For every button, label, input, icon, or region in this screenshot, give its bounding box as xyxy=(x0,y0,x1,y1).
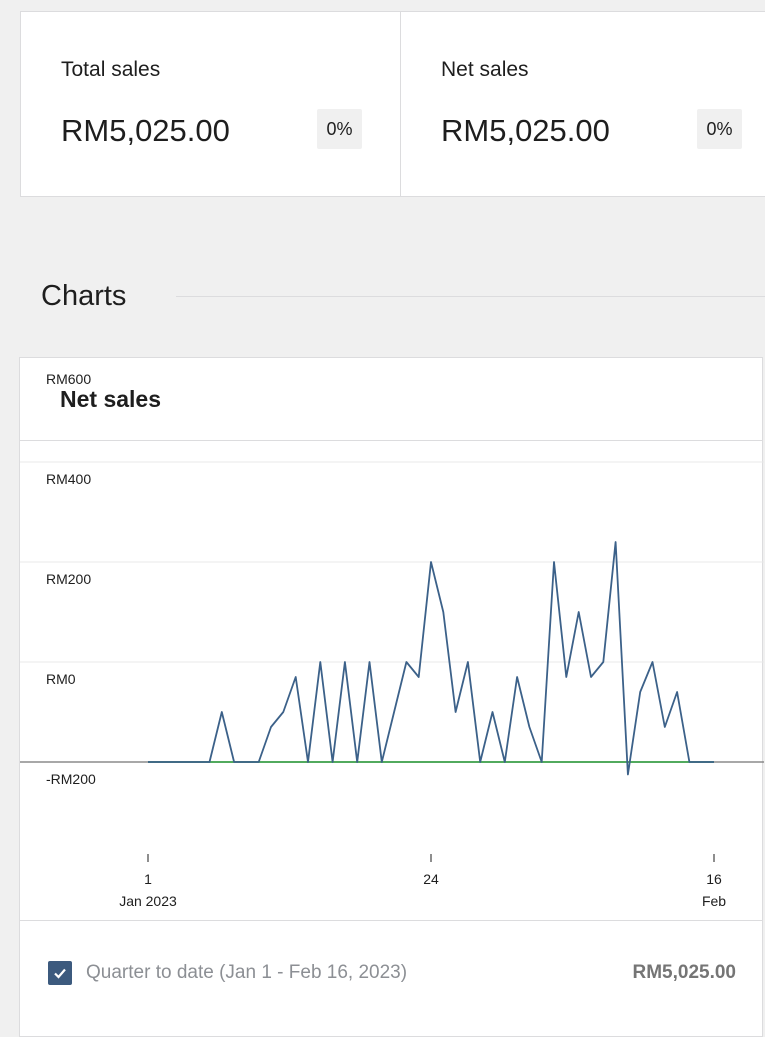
x-tick-sublabel: Jan 2023 xyxy=(119,893,177,909)
tile-net-sales[interactable]: Net sales RM5,025.00 0% xyxy=(400,12,765,196)
y-tick-label: RM200 xyxy=(46,571,91,587)
tile-value: RM5,025.00 xyxy=(441,113,610,148)
chart-legend: Quarter to date (Jan 1 - Feb 16, 2023) R… xyxy=(48,958,736,988)
section-divider xyxy=(176,296,765,297)
tile-label: Total sales xyxy=(61,58,161,81)
y-tick-label: RM400 xyxy=(46,471,91,487)
tile-label: Net sales xyxy=(441,58,529,81)
summary-tiles: Total sales RM5,025.00 0% Net sales RM5,… xyxy=(20,11,765,197)
legend-label: Quarter to date (Jan 1 - Feb 16, 2023) xyxy=(86,962,408,983)
card-footer-divider xyxy=(20,920,762,921)
y-tick-label: RM600 xyxy=(46,371,91,387)
card-header-divider xyxy=(20,440,762,441)
checkmark-icon xyxy=(54,968,66,979)
legend-total: RM5,025.00 xyxy=(632,962,736,983)
delta-badge: 0% xyxy=(697,109,742,149)
x-tick-label: 1 xyxy=(144,871,152,887)
chart-card: Net sales RM600 RM400 RM200 RM0 -RM200 1 Jan 2… xyxy=(19,357,764,1037)
y-tick-label: -RM200 xyxy=(46,771,96,787)
chart-title: Net sales xyxy=(60,386,162,412)
delta-badge: 0% xyxy=(317,109,362,149)
x-tick-label: 24 xyxy=(423,871,439,887)
x-tick-label: 16 xyxy=(706,871,722,887)
y-tick-label: RM0 xyxy=(46,671,76,687)
legend-checkbox[interactable] xyxy=(48,961,72,985)
net-sales-series-line xyxy=(148,541,714,776)
tile-total-sales[interactable]: Total sales RM5,025.00 0% xyxy=(21,12,400,196)
net-sales-chart: RM600 RM400 RM200 RM0 -RM200 1 Jan 2023 24 16 Feb xyxy=(20,371,764,909)
tile-value: RM5,025.00 xyxy=(61,113,230,148)
section-title: Charts xyxy=(41,280,127,312)
x-tick-sublabel: Feb xyxy=(702,893,726,909)
